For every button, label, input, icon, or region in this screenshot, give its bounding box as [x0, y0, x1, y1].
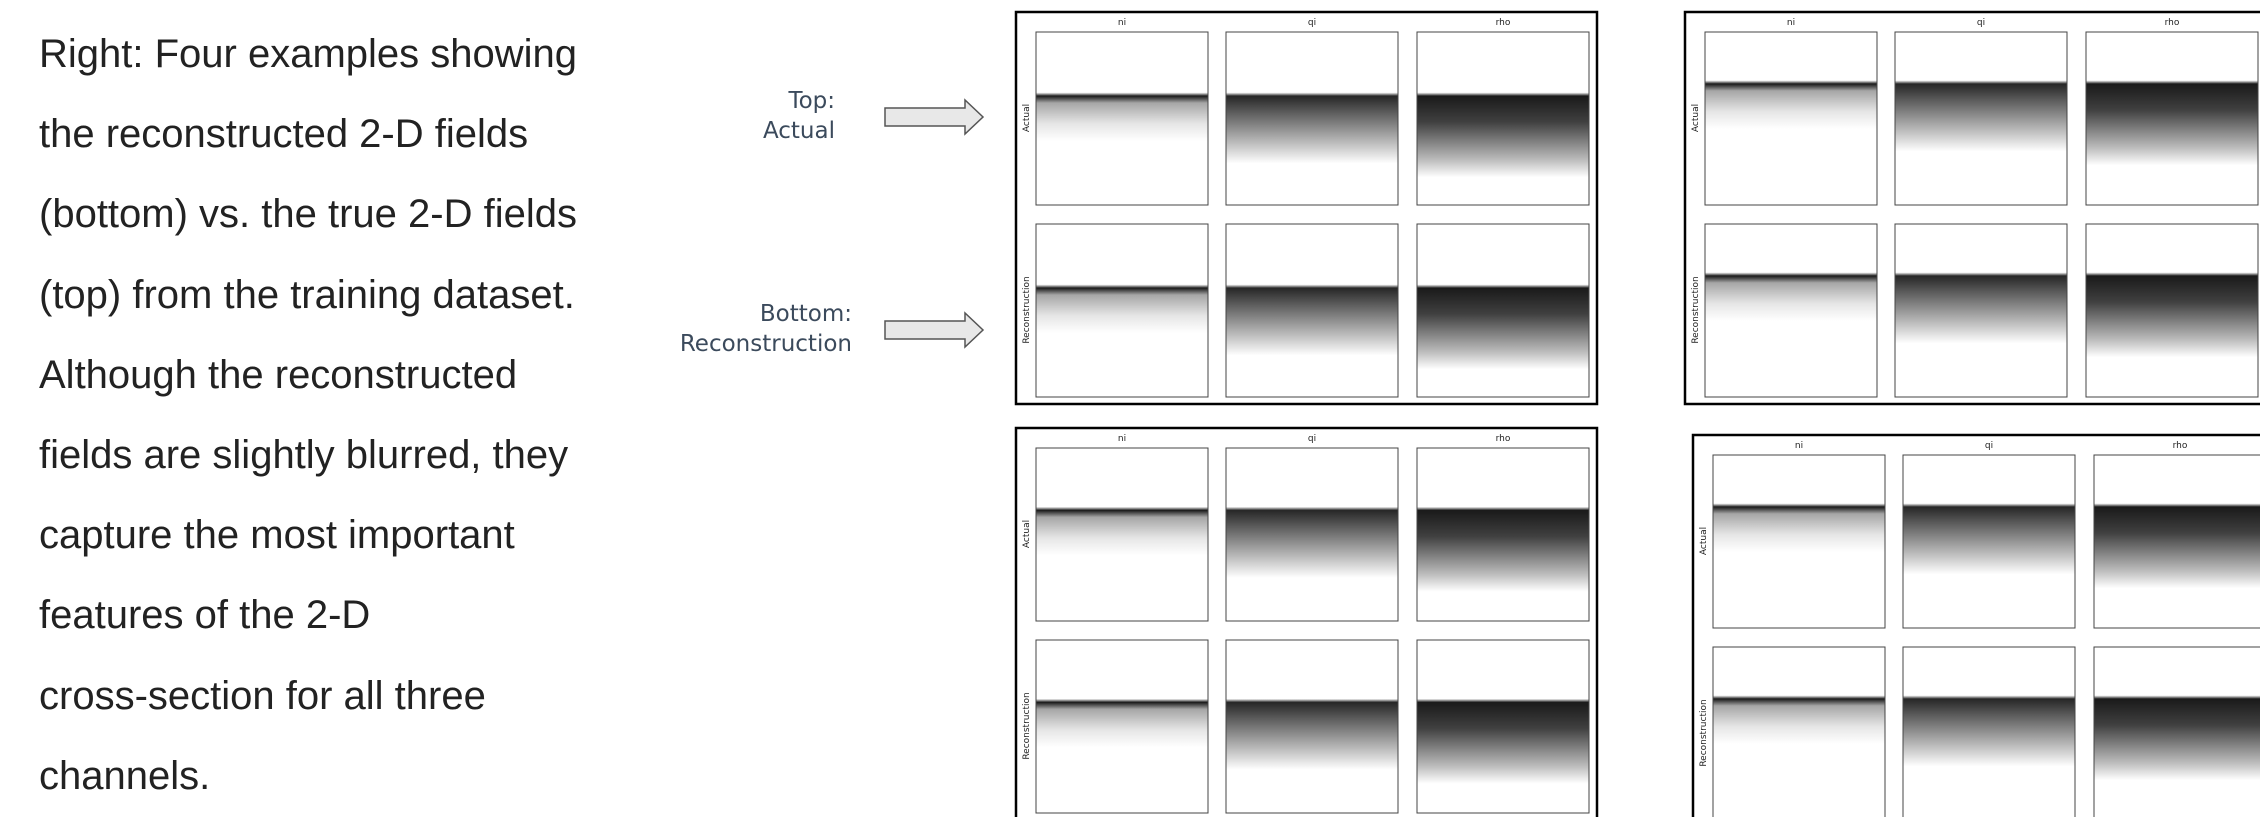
subplot-frame: [1894, 223, 2068, 398]
field-image-shading: [1226, 32, 1398, 205]
column-title: ni: [1118, 434, 1126, 444]
subplot-frame: [1035, 223, 1209, 398]
column-title: qi: [1308, 434, 1316, 444]
column-title: rho: [1496, 434, 1511, 444]
subplot-frame: [1035, 447, 1209, 622]
subplot-frame: [1416, 31, 1590, 206]
subplot-frame: [1416, 223, 1590, 398]
field-image-shading: [1226, 640, 1398, 813]
subplot-frame: [2085, 223, 2259, 398]
field-image-shading: [1036, 224, 1208, 397]
subplot-frame: [2093, 454, 2260, 629]
text-line: (top) from the training dataset.: [39, 272, 575, 317]
row-label: Actual: [1022, 520, 1032, 548]
arrow: [884, 311, 985, 349]
panel-frame: [1691, 433, 2260, 817]
column-title: qi: [1308, 18, 1316, 28]
annotation-label: Bottom:: [759, 301, 852, 327]
field-image-shading: [1713, 455, 1885, 628]
row-label: Actual: [1699, 527, 1709, 555]
arrow: [884, 98, 985, 136]
panel-frame: [1683, 10, 2260, 406]
subplot-frame: [1704, 31, 1878, 206]
subplot-frame: [1416, 639, 1590, 814]
row-label: Reconstruction: [1699, 699, 1709, 766]
annotation-text: Reconstruction: [679, 331, 852, 357]
text-line: Right: Four examples showing: [39, 32, 578, 76]
row-label: Reconstruction: [1022, 692, 1032, 759]
subplot-frame: [1902, 454, 2076, 629]
subplot-frame: [1035, 639, 1209, 814]
row-label: Actual: [1691, 104, 1701, 132]
panel-frame: [1014, 10, 1599, 406]
column-title: rho: [2173, 441, 2188, 451]
field-image-shading: [1417, 32, 1589, 205]
panel: ni qi rho Actual Reconstruction: [1691, 433, 2260, 817]
field-image-shading: [2086, 224, 2258, 397]
text-line: capture the most important: [39, 513, 515, 558]
text-line: channels.: [39, 753, 211, 798]
column-title: ni: [1787, 18, 1795, 28]
panel: ni qi rho Actual Reconstruction: [1014, 10, 1599, 406]
subplot-frame: [1225, 223, 1399, 398]
row-label: Reconstruction: [1691, 276, 1701, 343]
subplot-frame: [1225, 639, 1399, 814]
text-line: features of the 2-D: [39, 593, 371, 638]
annotation-text: Actual: [762, 118, 835, 144]
row-label: Reconstruction: [1022, 276, 1032, 343]
bottom-annotation: Bottom: Reconstruction: [680, 299, 852, 359]
field-image-shading: [1903, 647, 2075, 817]
column-title: rho: [2165, 18, 2180, 28]
subplot-frame: [1902, 646, 2076, 817]
text-line: Although the reconstructed: [39, 352, 518, 397]
subplot-frame: [1035, 31, 1209, 206]
text-line: cross-section for all three: [39, 673, 486, 718]
subplot-frame: [1225, 31, 1399, 206]
field-image-shading: [1036, 448, 1208, 621]
field-image-shading: [1036, 32, 1208, 205]
subplot-frame: [2085, 31, 2259, 206]
field-image-shading: [2094, 647, 2260, 817]
column-title: qi: [1985, 441, 1993, 451]
field-image-shading: [2094, 455, 2260, 628]
column-title: qi: [1977, 18, 1985, 28]
field-image-shading: [1417, 448, 1589, 621]
field-image-shading: [1903, 455, 2075, 628]
text-line: (bottom) vs. the true 2-D fields: [39, 192, 577, 237]
panel: ni qi rho Actual Reconstruction: [1014, 426, 1599, 817]
field-image-shading: [1705, 32, 1877, 205]
field-image-shading: [1036, 640, 1208, 813]
subplot-frame: [2093, 646, 2260, 817]
field-image-shading: [1895, 224, 2067, 397]
field-image-shading: [1705, 224, 1877, 397]
field-image-shading: [2086, 32, 2258, 205]
row-label: Actual: [1022, 104, 1032, 132]
text-line: fields are slightly blurred, they: [39, 433, 569, 477]
column-title: ni: [1118, 18, 1126, 28]
column-title: ni: [1795, 441, 1803, 451]
field-image-shading: [1713, 647, 1885, 817]
field-image-shading: [1417, 224, 1589, 397]
subplot-frame: [1712, 646, 1886, 817]
top-annotation: Top: Actual: [763, 86, 835, 146]
subplot-frame: [1225, 447, 1399, 622]
subplot-frame: [1712, 454, 1886, 629]
subplot-frame: [1894, 31, 2068, 206]
panel-frame: [1014, 426, 1599, 817]
column-title: rho: [1496, 18, 1511, 28]
field-image-shading: [1226, 448, 1398, 621]
subplot-frame: [1704, 223, 1878, 398]
annotation-label: Top:: [788, 88, 835, 114]
field-image-shading: [1417, 640, 1589, 813]
subplot-frame: [1416, 447, 1590, 622]
panel: ni qi rho Actual Reconstruction: [1683, 10, 2260, 406]
field-image-shading: [1895, 32, 2067, 205]
text-line: the reconstructed 2-D fields: [39, 112, 529, 157]
field-image-shading: [1226, 224, 1398, 397]
